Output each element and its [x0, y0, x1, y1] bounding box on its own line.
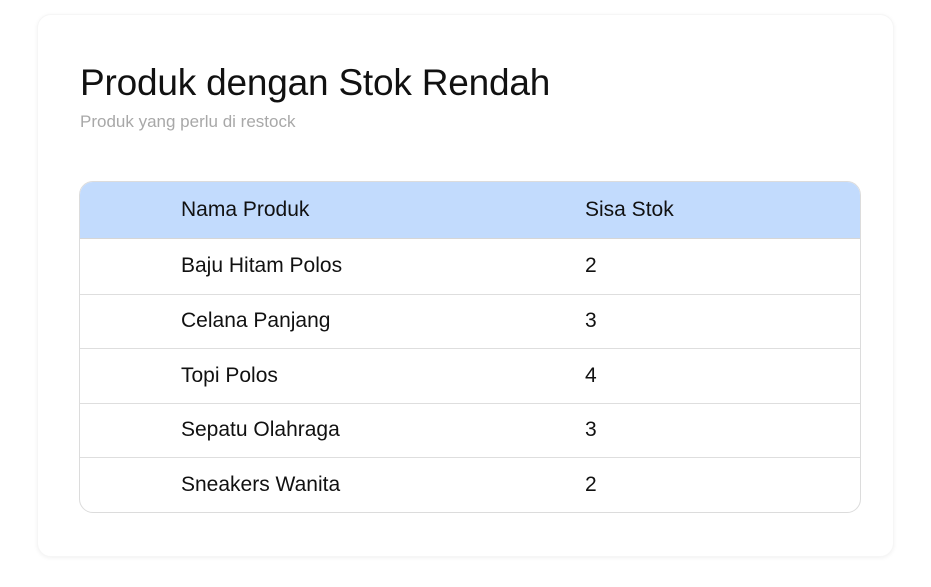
product-name: Topi Polos [181, 363, 278, 387]
low-stock-card [37, 14, 894, 557]
stock-value: 3 [585, 418, 597, 442]
page-title: Produk dengan Stok Rendah [80, 62, 551, 103]
product-name: Celana Panjang [181, 309, 331, 333]
page-subtitle: Produk yang perlu di restock [80, 112, 296, 131]
stock-value: 2 [585, 472, 597, 496]
table-header: Nama Produk Sisa Stok [80, 182, 860, 239]
table-row: Celana Panjang 3 [80, 293, 860, 349]
column-header-name: Nama Produk [181, 198, 310, 221]
low-stock-table: Nama Produk Sisa Stok Baju Hitam Polos 2… [79, 181, 861, 513]
stock-value: 2 [585, 254, 597, 278]
product-name: Baju Hitam Polos [181, 254, 343, 278]
stock-value: 3 [585, 309, 597, 333]
table-row: Topi Polos 4 [80, 348, 860, 403]
table-row: Baju Hitam Polos 2 [80, 239, 860, 294]
table-row: Sneakers Wanita 2 [80, 457, 860, 512]
column-header-stock: Sisa Stok [585, 198, 674, 221]
table-row: Sepatu Olahraga 3 [80, 402, 860, 458]
stock-value: 4 [585, 363, 597, 387]
product-name: Sepatu Olahraga [181, 418, 340, 442]
product-name: Sneakers Wanita [181, 472, 341, 496]
